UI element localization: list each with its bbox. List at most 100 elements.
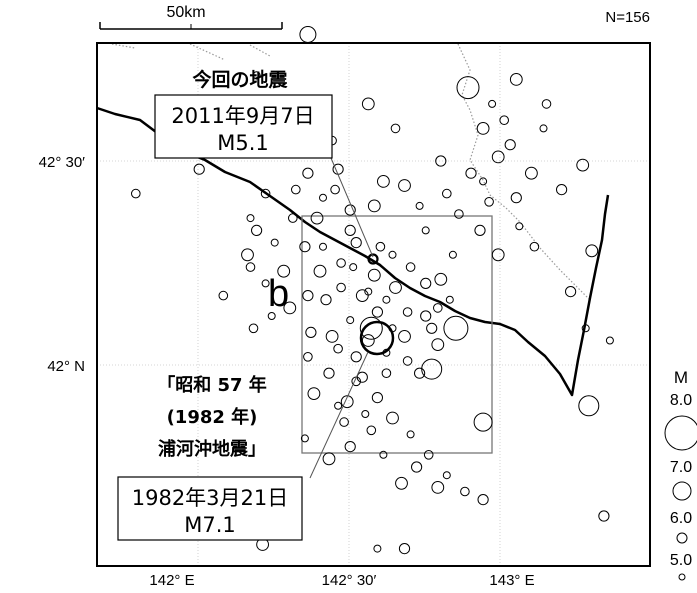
epicenter-marker (344, 441, 356, 453)
epicenter-marker (381, 368, 392, 379)
epicenter-marker (556, 184, 568, 196)
epicenter-marker (406, 430, 415, 439)
scale-bar: 50km (99, 4, 283, 30)
epicenter-marker (270, 238, 279, 247)
epicenter-marker (442, 471, 451, 480)
epicenter-marker (445, 295, 454, 304)
epicenter-marker (252, 71, 261, 80)
epicenter-marker (576, 158, 590, 172)
epicenter-marker (375, 241, 386, 252)
epicenter-marker (371, 392, 383, 404)
epicenter-marker (340, 395, 354, 409)
epicenter-marker (320, 294, 332, 306)
epicenter-marker (395, 476, 408, 490)
callout-leaders (309, 157, 374, 479)
epicenter-marker (302, 290, 314, 302)
epicenter-marker (402, 307, 413, 317)
lat-label-42-30: 42° 30′ (39, 154, 86, 171)
scale-bar-label: 50km (166, 4, 205, 21)
epicenter-marker (423, 450, 434, 460)
legend-circle-7 (672, 481, 692, 501)
epicenter-marker (336, 282, 346, 293)
epicenter-marker (420, 310, 432, 322)
coastline (96, 106, 610, 397)
epicenter-marker (364, 287, 373, 296)
epicenter-marker (386, 411, 399, 425)
epicenter-marker (434, 272, 448, 286)
epicenter-marker (302, 167, 314, 179)
epicenter-marker (398, 330, 411, 343)
epicenter-marker (245, 262, 256, 272)
callout-1982-date: 1982年3月21日 (132, 486, 289, 510)
epicenter-marker (251, 224, 263, 236)
epicenter-marker (373, 544, 382, 553)
epicenter-marker (330, 184, 340, 195)
region-box-b (301, 215, 493, 454)
epicenter-marker (398, 179, 411, 192)
epicenter-marker (277, 264, 291, 278)
epicenter-marker (367, 268, 381, 282)
epicenter-marker (303, 352, 313, 362)
epicenter-marker (479, 177, 488, 186)
epicenter-marker (355, 289, 369, 303)
epicenter-marker (398, 543, 411, 555)
epicenter-marker (382, 295, 391, 304)
epicenter-marker (465, 167, 477, 179)
epicenter-marker (431, 481, 445, 494)
epicenter-marker (529, 241, 540, 252)
epicenter-marker (350, 237, 362, 249)
epicenter-marker-large (578, 395, 600, 417)
epicenter-marker (435, 155, 447, 167)
epicenter-1982-mainshock (359, 320, 395, 356)
callout-2011-magnitude: M5.1 (217, 131, 269, 155)
epicenter-marker (361, 410, 370, 418)
epicenter-marker (510, 192, 522, 204)
legend-title: M (674, 368, 688, 387)
legend-circle-6 (676, 532, 688, 544)
epicenter-marker (605, 336, 614, 345)
epicenter-marker (377, 175, 390, 188)
legend-label-8: 8.0 (670, 392, 692, 409)
callout-2011: 今回の地震 2011年9月7日 M5.1 (154, 68, 333, 159)
epicenter-marker-large (299, 26, 317, 43)
epicenter-marker (371, 306, 383, 318)
epicenter-marker (339, 417, 349, 427)
epicenter-marker (405, 262, 416, 272)
epicenter-marker (356, 371, 368, 383)
epicenter-marker (319, 193, 327, 202)
epicenter-marker (585, 244, 599, 258)
epicenter-marker (344, 224, 356, 236)
epicenter-marker (433, 303, 443, 313)
lon-label-142: 142° E (149, 572, 194, 589)
epicenter-marker (367, 199, 381, 213)
epicenter-marker (344, 204, 356, 216)
epicenter-marker (323, 367, 335, 379)
epicenter-marker (504, 139, 516, 151)
map-frame (96, 42, 651, 567)
epicenter-marker (499, 115, 510, 125)
epicenter-marker (415, 201, 424, 210)
epicenter-marker-large (421, 358, 443, 380)
event-count: N=156 (605, 9, 650, 26)
epicenter-marker (307, 387, 321, 401)
epicenter-marker-large (456, 76, 480, 100)
epicenter-marker (260, 188, 271, 199)
epicenter-marker (346, 316, 355, 325)
epicenter-marker (477, 494, 489, 506)
callout-2011-title: 今回の地震 (191, 68, 288, 91)
axis-labels: 42° 30′ 42° N 142° E 142° 30′ 143° E (39, 154, 535, 589)
epicenter-marker (411, 461, 423, 473)
epicenter-marker (193, 163, 205, 175)
epicenter-marker (448, 250, 457, 259)
callout-2011-date: 2011年9月7日 (171, 104, 314, 128)
epicenter-marker (361, 97, 375, 111)
epicenter-marker (431, 338, 445, 352)
epicenter-marker (261, 279, 270, 288)
epicenter-marker (390, 123, 401, 134)
epicenter-marker (299, 241, 311, 253)
epicenter-marker (333, 343, 343, 354)
epicenter-marker (131, 188, 141, 199)
epicenter-marker (421, 226, 430, 235)
epicenter-marker (310, 211, 324, 225)
epicenter-marker (267, 312, 276, 320)
